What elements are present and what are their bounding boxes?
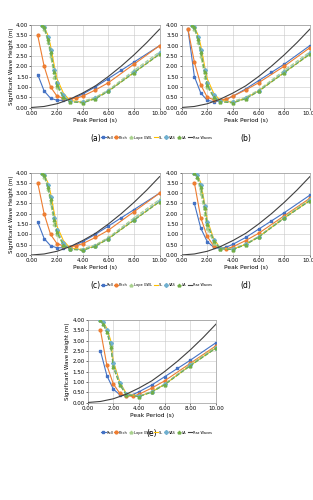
Legend: Roll, Pitch, Lope GWL, SL, VAS, LA, Raz Waves: Roll, Pitch, Lope GWL, SL, VAS, LA, Raz … xyxy=(100,134,213,141)
Legend: Roll, Pitch, Lope GWL, SL, VAS, LA, Raz Waves: Roll, Pitch, Lope GWL, SL, VAS, LA, Raz … xyxy=(100,429,213,436)
Text: (b): (b) xyxy=(240,134,251,143)
X-axis label: Peak Period (s): Peak Period (s) xyxy=(74,266,117,270)
Text: (a): (a) xyxy=(90,134,101,143)
X-axis label: Peak Period (s): Peak Period (s) xyxy=(74,118,117,123)
X-axis label: Peak Period (s): Peak Period (s) xyxy=(224,118,268,123)
Text: (e): (e) xyxy=(146,429,157,438)
Y-axis label: Significant Wave Height (m): Significant Wave Height (m) xyxy=(9,175,14,252)
X-axis label: Peak Period (s): Peak Period (s) xyxy=(224,266,268,270)
X-axis label: Peak Period (s): Peak Period (s) xyxy=(130,413,174,418)
Text: (c): (c) xyxy=(90,282,100,290)
Y-axis label: Significant Wave Height (m): Significant Wave Height (m) xyxy=(9,28,14,105)
Legend: Roll, Pitch, Lope GWL, SL, VAS, LA, Raz Waves: Roll, Pitch, Lope GWL, SL, VAS, LA, Raz … xyxy=(100,282,213,288)
Text: (d): (d) xyxy=(240,282,251,290)
Y-axis label: Significant Wave Height (m): Significant Wave Height (m) xyxy=(65,322,70,400)
